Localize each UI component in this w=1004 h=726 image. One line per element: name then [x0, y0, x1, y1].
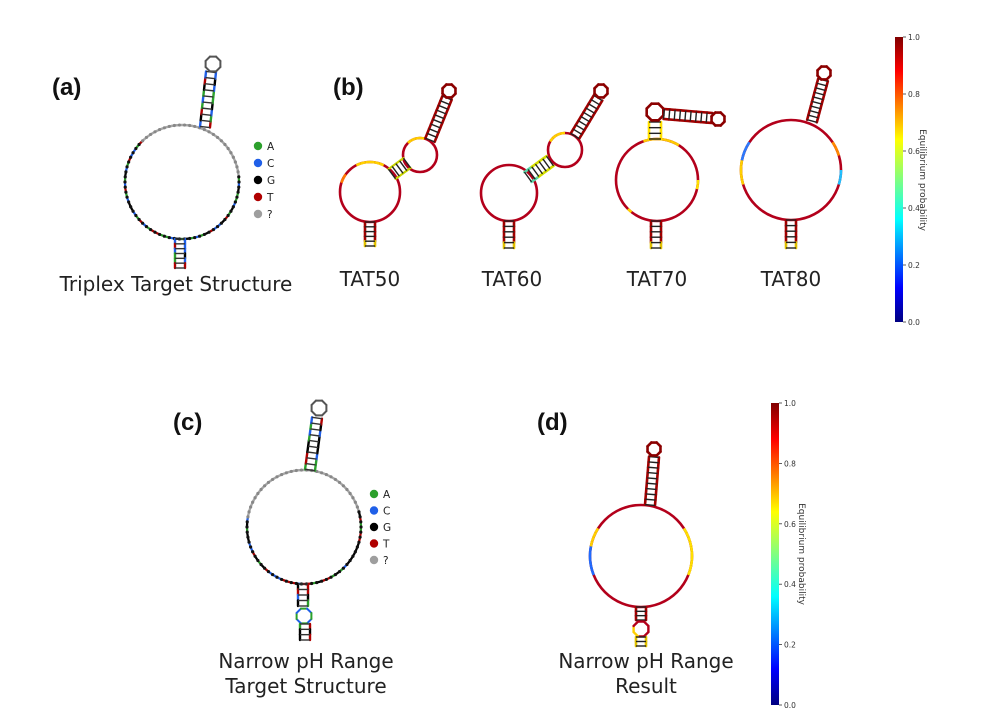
legend-label-0: A	[383, 489, 391, 501]
colorbar-top: 1.0 0.8 0.6 0.4 0.2 0.0 Equilibrium probabili…	[895, 33, 927, 327]
legend-label-2: G	[383, 522, 391, 534]
legend-dot-0	[253, 141, 263, 151]
colorbar-tick-4: 0.2	[908, 261, 920, 270]
colorbar-tick-4: 0.2	[784, 641, 796, 650]
colorbar-bottom-title: Equilibrium probability	[796, 503, 806, 606]
legend-label-1: C	[267, 158, 274, 170]
panel-label-b: (b)	[333, 74, 364, 101]
legend-dot-4	[253, 209, 263, 219]
caption-tat60: TAT60	[481, 267, 542, 291]
caption-d-line2: Result	[615, 674, 677, 698]
legend-dot-0	[369, 489, 379, 499]
caption-d-line1: Narrow pH Range	[558, 649, 733, 673]
colorbar-tick-0: 1.0	[784, 399, 796, 408]
colorbar-top-bar	[895, 37, 903, 322]
legend-label-2: G	[267, 175, 275, 187]
colorbar-tick-1: 0.8	[784, 459, 796, 468]
colorbar-tick-3: 0.4	[908, 204, 920, 213]
legend-label-3: T	[382, 539, 390, 551]
colorbar-tick-5: 0.0	[784, 701, 796, 710]
legend-label-4: ?	[267, 209, 273, 221]
legend-label-4: ?	[383, 555, 389, 567]
legend-dot-1	[253, 158, 263, 168]
colorbar-tick-5: 0.0	[908, 318, 920, 327]
colorbar-tick-0: 1.0	[908, 33, 920, 42]
legend-dot-2	[369, 522, 379, 532]
structure-tat80	[739, 65, 843, 250]
colorbar-tick-3: 0.4	[784, 580, 796, 589]
legend-dot-1	[369, 506, 379, 515]
structure-a-triplex-target	[123, 55, 241, 270]
colorbar-bottom: 1.0 0.8 0.6 0.4 0.2 0.0 Equilibrium probabili…	[771, 399, 806, 710]
rna-structures	[123, 55, 843, 648]
legend-dot-2	[253, 175, 263, 185]
legend-dot-4	[369, 555, 379, 565]
caption-c-line1: Narrow pH Range	[218, 649, 393, 673]
panel-label-a: (a)	[52, 74, 81, 101]
structure-d-result	[588, 441, 694, 648]
caption-tat50: TAT50	[339, 267, 400, 291]
legend-dot-3	[253, 192, 263, 202]
structure-tat60	[479, 83, 609, 250]
legend-label-1: C	[383, 506, 390, 518]
panel-label-c: (c)	[173, 409, 202, 436]
legend-label-0: A	[267, 141, 275, 153]
structure-c-target	[245, 399, 363, 642]
caption-tat70: TAT70	[626, 267, 687, 291]
colorbar-tick-1: 0.8	[908, 90, 920, 99]
caption-c-line2: Target Structure	[224, 674, 386, 698]
structure-tat50	[338, 83, 457, 248]
caption-tat80: TAT80	[760, 267, 821, 291]
panel-label-d: (d)	[537, 409, 568, 436]
structure-tat70	[614, 102, 726, 250]
legend-dot-3	[369, 539, 379, 548]
colorbar-tick-2: 0.6	[784, 520, 796, 529]
legend-label-3: T	[266, 192, 274, 204]
colorbar-bottom-bar	[771, 403, 779, 705]
colorbar-top-title: Equilibrium probability	[917, 129, 927, 232]
caption-a: Triplex Target Structure	[59, 272, 293, 296]
colorbar-tick-2: 0.6	[908, 147, 920, 156]
